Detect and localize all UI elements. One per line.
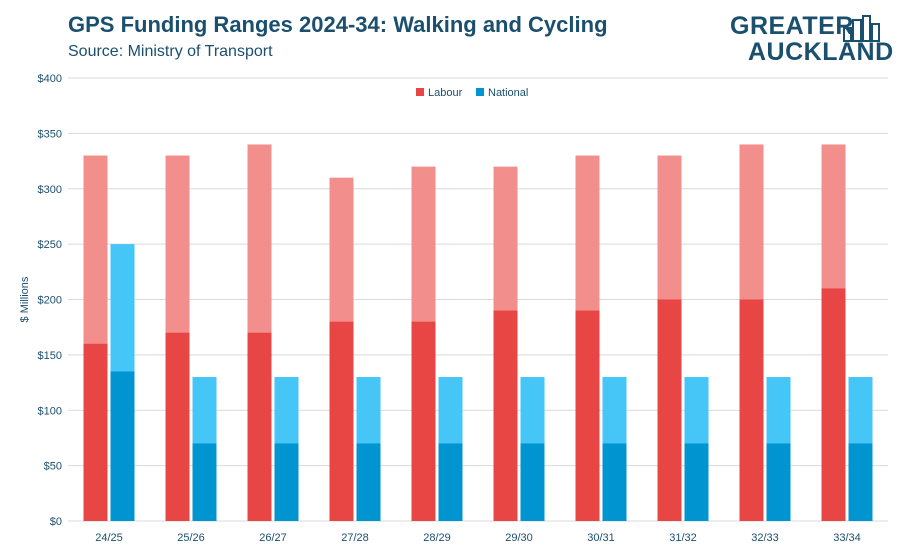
x-tick-label: 26/27 [259,532,287,544]
bar-national-low [438,443,463,521]
y-tick-label: $400 [38,73,62,85]
skyline-icon [843,15,880,42]
y-axis-label: $ Millions [19,276,31,322]
y-tick-label: $150 [38,350,62,362]
y-tick-label: $250 [38,239,62,251]
chart-title: GPS Funding Ranges 2024-34: Walking and … [68,12,608,37]
bar-national-low [274,443,299,521]
bar-labour-low [83,343,108,521]
bar-labour-low [739,299,764,521]
y-tick-label: $50 [44,461,62,473]
legend-swatch-national [476,88,484,96]
y-tick-label: $300 [38,184,62,196]
bar-labour-low [821,288,846,521]
bar-national-low [766,443,791,521]
legend-swatch-labour [416,88,424,96]
y-tick-label: $0 [50,516,62,528]
x-tick-label: 30/31 [587,532,615,544]
chart-subtitle: Source: Ministry of Transport [68,43,273,60]
x-tick-label: 24/25 [95,532,123,544]
y-tick-label: $100 [38,405,62,417]
bar-national-low [848,443,873,521]
y-tick-label: $200 [38,295,62,307]
bar-labour-low [165,332,190,521]
bar-labour-low [247,332,272,521]
y-tick-label: $350 [38,128,62,140]
legend-label-labour: Labour [428,87,463,99]
bar-labour-low [411,321,436,521]
bar-labour-low [493,310,518,521]
x-tick-label: 32/33 [751,532,779,544]
bar-national-low [520,443,545,521]
gridlines [68,77,888,522]
greater-auckland-logo: GREATER AUCKLAND [730,12,893,66]
x-tick-label: 31/32 [669,532,697,544]
x-tick-label: 28/29 [423,532,451,544]
legend: Labour National [416,87,528,99]
x-axis-ticks: 24/25 25/26 26/27 27/28 28/29 29/30 30/31 31/32… [95,532,861,544]
logo-line1: GREATER [730,12,854,40]
bars [83,144,873,522]
legend-label-national: National [488,87,528,99]
bar-labour-low [329,321,354,521]
bar-national-low [684,443,709,521]
bar-national-low [602,443,627,521]
x-tick-label: 33/34 [833,532,861,544]
bar-labour-low [575,310,600,521]
bar-national-low [110,371,135,521]
bar-national-low [356,443,381,521]
x-tick-label: 29/30 [505,532,533,544]
logo-line2: AUCKLAND [748,38,894,66]
x-tick-label: 25/26 [177,532,205,544]
bar-labour-low [657,299,682,521]
y-axis-ticks: $0 $50 $100 $150 $200 $250 $300 $350 $400 [38,73,62,528]
x-tick-label: 27/28 [341,532,369,544]
bar-national-low [192,443,217,521]
